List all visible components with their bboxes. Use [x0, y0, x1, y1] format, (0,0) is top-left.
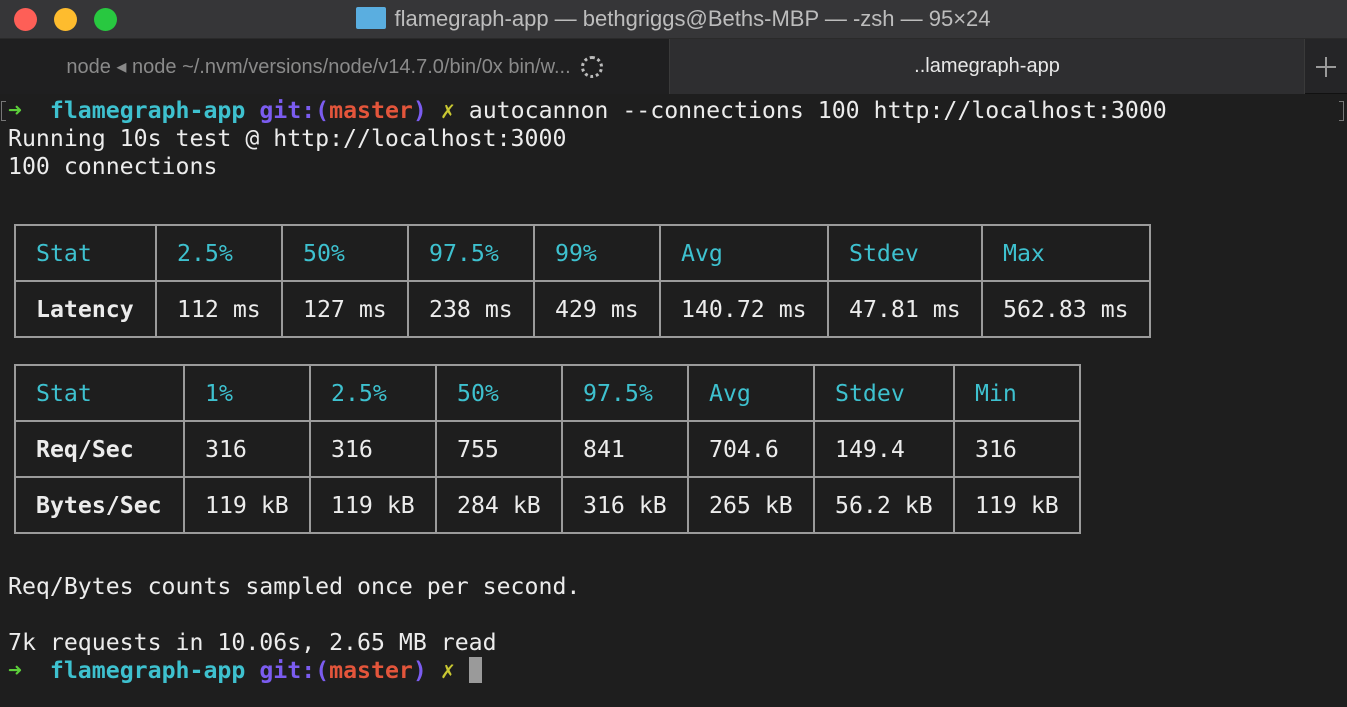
- git-prefix: git:(: [259, 97, 330, 124]
- git-suffix: ): [412, 657, 427, 684]
- prompt-line-2[interactable]: ➜ flamegraph-app git:(master) ✗: [8, 657, 482, 685]
- cell: 429 ms: [533, 280, 661, 338]
- cell: 149.4: [813, 420, 955, 478]
- command-text: autocannon --connections 100 http://loca…: [468, 97, 1167, 124]
- tab-bar: node ◂ node ~/.nvm/versions/node/v14.7.0…: [0, 39, 1347, 94]
- cell: 127 ms: [281, 280, 409, 338]
- window-title: flamegraph-app — bethgriggs@Beths-MBP — …: [140, 6, 1207, 32]
- cell: 112 ms: [155, 280, 283, 338]
- zoom-button[interactable]: [94, 8, 117, 31]
- close-button[interactable]: [14, 8, 37, 31]
- cell: 119 kB: [953, 476, 1081, 534]
- header-cell: Stdev: [813, 364, 955, 422]
- title-bar: flamegraph-app — bethgriggs@Beths-MBP — …: [0, 0, 1347, 39]
- header-cell: 2.5%: [155, 224, 283, 282]
- header-cell: Stat: [14, 224, 157, 282]
- header-cell: 97.5%: [561, 364, 689, 422]
- tab-label: node ◂ node ~/.nvm/versions/node/v14.7.0…: [66, 56, 571, 78]
- header-cell: Avg: [687, 364, 815, 422]
- output-running: Running 10s test @ http://localhost:3000: [8, 125, 567, 152]
- cell: 316: [953, 420, 1081, 478]
- cell: 704.6: [687, 420, 815, 478]
- folder-icon: [356, 7, 387, 29]
- cell: 119 kB: [183, 476, 311, 534]
- cell: 755: [435, 420, 563, 478]
- header-cell: Stat: [14, 364, 185, 422]
- tab-node[interactable]: node ◂ node ~/.nvm/versions/node/v14.7.0…: [0, 39, 670, 94]
- window-title-text: flamegraph-app — bethgriggs@Beths-MBP — …: [394, 6, 991, 31]
- header-cell: Avg: [659, 224, 829, 282]
- cell: 316 kB: [561, 476, 689, 534]
- cell: 119 kB: [309, 476, 437, 534]
- table-row: Latency 112 ms 127 ms 238 ms 429 ms 140.72 ms…: [14, 280, 1151, 338]
- row-label: Bytes/Sec: [14, 476, 185, 534]
- prompt-arrow-icon: ➜: [8, 657, 22, 684]
- prompt-arrow-icon: ➜: [8, 97, 22, 124]
- mark-bracket-left: [1, 101, 6, 121]
- throughput-table: Stat 1% 2.5% 50% 97.5% Avg Stdev Min Req/Sec 316…: [14, 364, 1081, 534]
- table-header-row: Stat 1% 2.5% 50% 97.5% Avg Stdev Min: [14, 364, 1081, 422]
- git-prefix: git:(: [259, 657, 330, 684]
- cell: 562.83 ms: [981, 280, 1151, 338]
- prompt-dir: flamegraph-app: [49, 657, 246, 684]
- cell: 265 kB: [687, 476, 815, 534]
- header-cell: 50%: [435, 364, 563, 422]
- table-row: Req/Sec 316 316 755 841 704.6 149.4 316: [14, 420, 1081, 478]
- dirty-icon: ✗: [440, 657, 455, 684]
- plus-icon: [1325, 56, 1327, 77]
- cell: 284 kB: [435, 476, 563, 534]
- header-cell: Max: [981, 224, 1151, 282]
- table-header-row: Stat 2.5% 50% 97.5% 99% Avg Stdev Max: [14, 224, 1151, 282]
- header-cell: Min: [953, 364, 1081, 422]
- cell: 47.81 ms: [827, 280, 983, 338]
- header-cell: 50%: [281, 224, 409, 282]
- mark-bracket-right: [1339, 101, 1344, 121]
- cell: 238 ms: [407, 280, 535, 338]
- cell: 316: [309, 420, 437, 478]
- minimize-button[interactable]: [54, 8, 77, 31]
- cell: 140.72 ms: [659, 280, 829, 338]
- git-branch: master: [329, 657, 413, 684]
- new-tab-button[interactable]: [1304, 39, 1347, 94]
- output-summary: 7k requests in 10.06s, 2.65 MB read: [8, 629, 497, 656]
- cell: 316: [183, 420, 311, 478]
- row-label: Latency: [14, 280, 157, 338]
- prompt-dir: flamegraph-app: [49, 97, 246, 124]
- header-cell: 97.5%: [407, 224, 535, 282]
- prompt-line-1: ➜ flamegraph-app git:(master) ✗ autocann…: [8, 97, 1167, 125]
- latency-table: Stat 2.5% 50% 97.5% 99% Avg Stdev Max Latency 11…: [14, 224, 1151, 338]
- header-cell: 99%: [533, 224, 661, 282]
- tab-flamegraph-app[interactable]: ..lamegraph-app: [670, 39, 1304, 94]
- header-cell: 2.5%: [309, 364, 437, 422]
- dirty-icon: ✗: [440, 97, 455, 124]
- row-label: Req/Sec: [14, 420, 185, 478]
- header-cell: 1%: [183, 364, 311, 422]
- terminal-cursor[interactable]: [468, 657, 482, 683]
- output-connections: 100 connections: [8, 153, 218, 180]
- tab-label: ..lamegraph-app: [914, 55, 1060, 77]
- output-note: Req/Bytes counts sampled once per second…: [8, 573, 581, 600]
- git-suffix: ): [412, 97, 427, 124]
- cell: 56.2 kB: [813, 476, 955, 534]
- spinner-icon: [580, 55, 603, 78]
- cell: 841: [561, 420, 689, 478]
- header-cell: Stdev: [827, 224, 983, 282]
- table-row: Bytes/Sec 119 kB 119 kB 284 kB 316 kB 265 kB 5…: [14, 476, 1081, 534]
- git-branch: master: [329, 97, 413, 124]
